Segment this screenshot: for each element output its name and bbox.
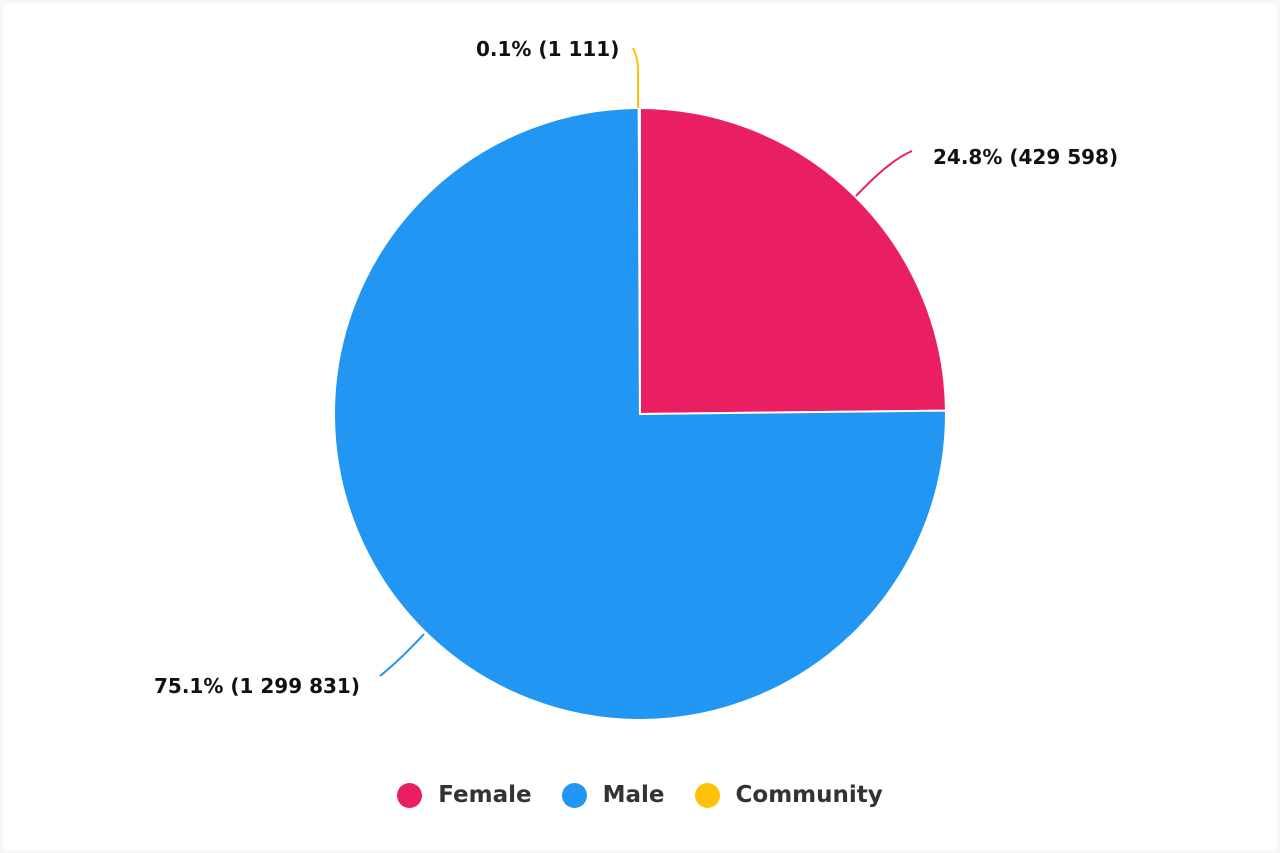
- legend-item-female[interactable]: Female: [397, 782, 532, 808]
- legend-community-marker-icon: [694, 782, 720, 808]
- legend-label: Community: [735, 782, 883, 808]
- data-label-female: 24.8% (429 598): [933, 145, 1119, 169]
- label-connectors: [379, 47, 913, 677]
- connector-male: [379, 633, 425, 677]
- pie-slices: [333, 106, 947, 721]
- legend-item-male[interactable]: Male: [561, 782, 665, 808]
- pie-slice-community[interactable]: [637, 106, 641, 415]
- pie-slice-female[interactable]: [639, 106, 947, 416]
- legend-label: Male: [602, 782, 665, 808]
- data-label-community: 0.1% (1 111): [476, 37, 620, 61]
- legend-male-marker-icon: [561, 782, 587, 808]
- connector-community: [632, 47, 639, 108]
- legend: Female Male Community: [0, 782, 1280, 808]
- legend-female-marker-icon: [397, 782, 423, 808]
- connector-female: [855, 150, 913, 197]
- legend-item-community[interactable]: Community: [694, 782, 883, 808]
- data-label-male: 75.1% (1 299 831): [154, 674, 360, 698]
- legend-label: Female: [438, 782, 532, 808]
- pie-slice-male[interactable]: [333, 106, 947, 721]
